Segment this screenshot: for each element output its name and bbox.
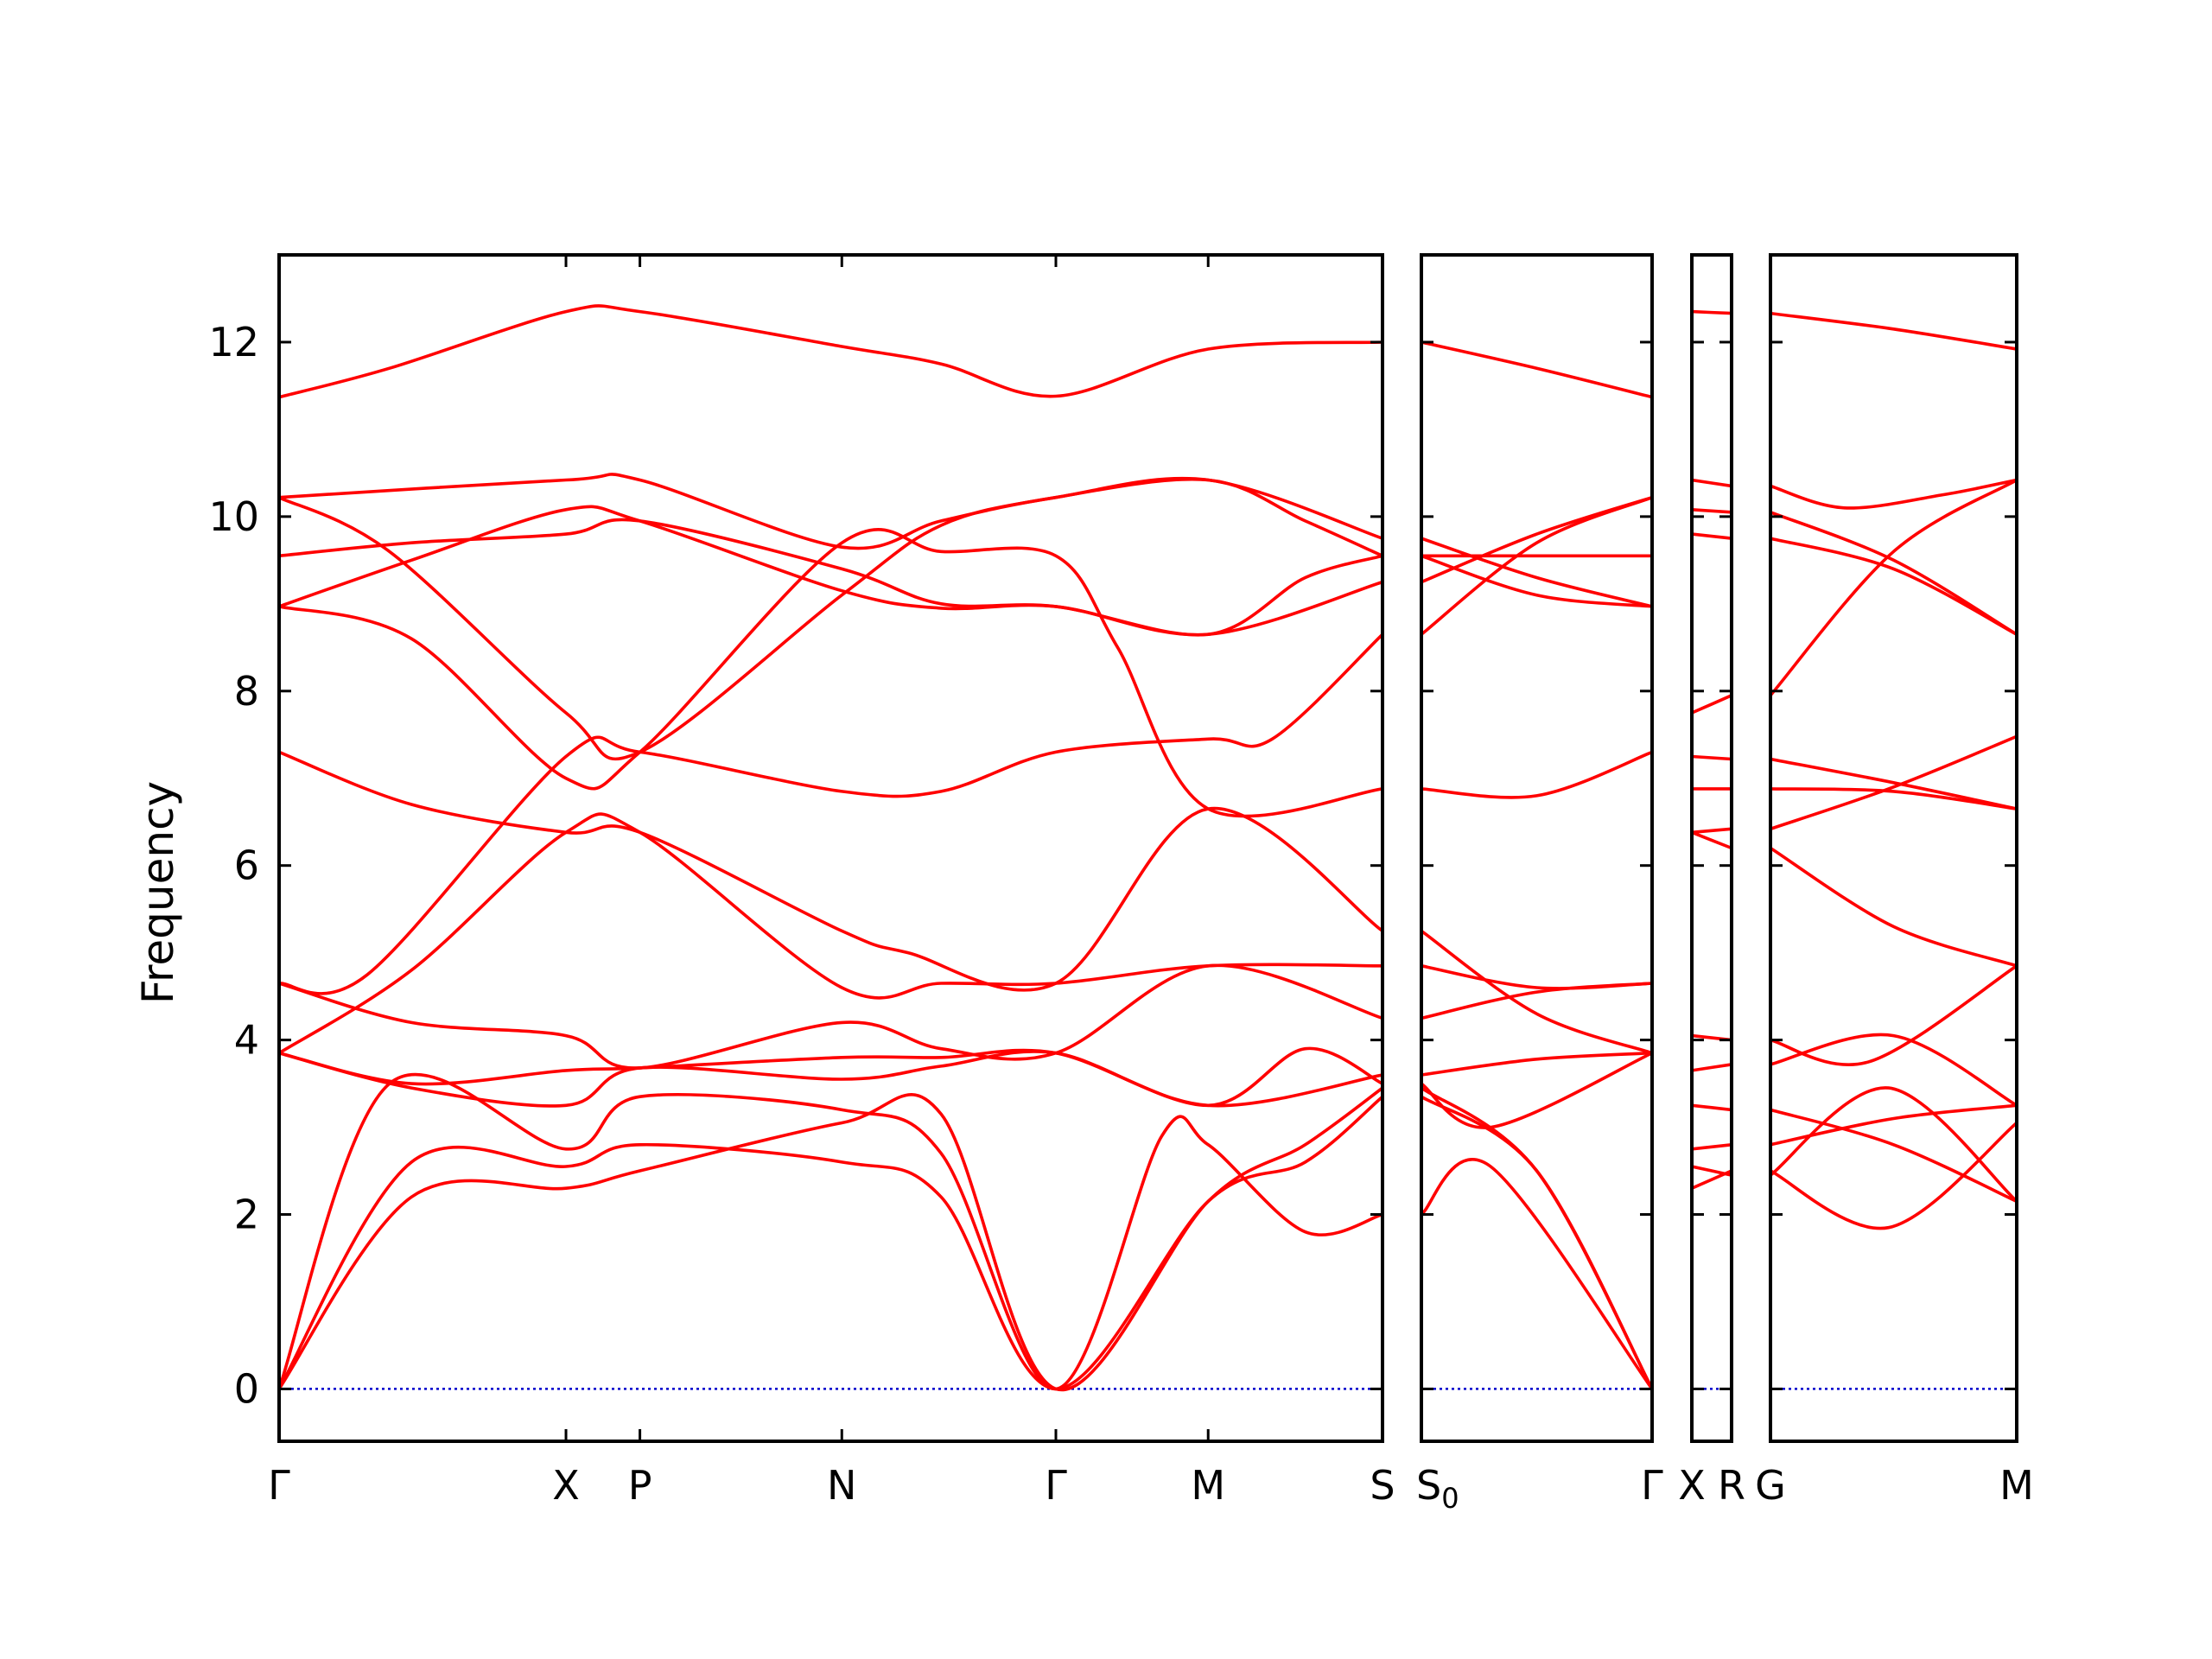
panel-4-band-4 [1770, 537, 2017, 636]
y-axis-label: Frequency [133, 781, 183, 1004]
panel-1-bands [279, 304, 1382, 1392]
panel-2: S0 Γ [1416, 253, 1663, 1515]
panel-1-band-15 [279, 1086, 1382, 1392]
panel-1-band-2 [279, 473, 1382, 550]
panel-3-bands [1692, 309, 1732, 1190]
panel-1-band-5 [279, 505, 1382, 637]
panel-2-band-1 [1421, 340, 1652, 399]
panel-2-band-10 [1421, 982, 1652, 1020]
panel-1-frame [277, 253, 1384, 1443]
panel-1-xlabel-3: N [827, 1462, 856, 1509]
panel-4-band-10 [1770, 964, 2017, 1066]
panel-4-band-11 [1770, 1033, 2017, 1108]
panel-2-band-7 [1421, 750, 1652, 799]
panel-1-band-1 [279, 304, 1382, 399]
panel-4-band-3 [1770, 511, 2017, 636]
y-tick-label-6: 6 [234, 842, 259, 889]
panel-1-band-8 [279, 632, 1382, 995]
panel-3-band-3 [1692, 508, 1732, 514]
panel-4-band-6 [1770, 757, 2017, 810]
panel-3-band-4 [1692, 532, 1732, 540]
panel-2-xlabel-1: Γ [1641, 1462, 1663, 1509]
panel-4-band-12 [1770, 1108, 2017, 1204]
y-tick-label-2: 2 [234, 1192, 259, 1238]
panel-4-band-8 [1770, 734, 2017, 831]
panel-3-band-9 [1692, 830, 1732, 850]
panel-1-xlabel-4: Γ [1045, 1462, 1067, 1509]
panel-3-band-6 [1692, 754, 1732, 761]
panel-1-band-14 [279, 1095, 1382, 1391]
panel-1-band-9 [279, 812, 1382, 1055]
panel-2-band-14 [1421, 1095, 1652, 1391]
panel-1-xlabel-5: M [1191, 1462, 1225, 1509]
panel-2-band-3 [1421, 554, 1652, 608]
y-tick-label-10: 10 [208, 493, 259, 540]
panel-3-band-15 [1692, 1169, 1732, 1190]
panel-3-xlabel-0: X [1678, 1462, 1706, 1509]
y-tick-label-4: 4 [234, 1017, 259, 1064]
panel-3-band-1 [1692, 309, 1732, 315]
panel-4-band-7 [1770, 787, 2017, 810]
panel-1-band-6 [279, 528, 1382, 818]
panel-3-band-2 [1692, 478, 1732, 488]
panel-1-band-3 [279, 477, 1382, 761]
panel-2-band-11 [1421, 1051, 1652, 1077]
panel-1-band-12 [279, 1050, 1382, 1108]
panel-4-bands [1770, 311, 2017, 1230]
panel-3-band-12 [1692, 1103, 1732, 1112]
panel-1-band-13 [279, 1072, 1382, 1391]
panel-4-band-13 [1770, 1103, 2017, 1147]
y-tick-label-0: 0 [234, 1365, 259, 1412]
panel-1-band-10 [279, 963, 1382, 1070]
panel-1-xlabel-1: X [552, 1462, 580, 1509]
panel-1-xlabel-6: S [1370, 1462, 1395, 1509]
panel-3-band-8 [1692, 827, 1732, 835]
panel-3-band-11 [1692, 1063, 1732, 1072]
panel-3-frame [1690, 253, 1733, 1443]
panel-2-band-13 [1421, 1086, 1652, 1391]
panel-1-band-11 [279, 1046, 1382, 1108]
panel-1-band-4 [279, 518, 1382, 637]
panel-2-band-2 [1421, 537, 1652, 608]
y-tick-label-8: 8 [234, 668, 259, 715]
panel-4-xlabel-0: G [1755, 1462, 1786, 1509]
panel-4-band-1 [1770, 311, 2017, 351]
panel-3-band-13 [1692, 1143, 1732, 1151]
panel-3-band-14 [1692, 1165, 1732, 1177]
panel-4-band-15 [1770, 1121, 2017, 1230]
panel-2-frame [1420, 253, 1654, 1443]
panel-3-band-5 [1692, 694, 1732, 715]
panel-2-xlabel-0: S0 [1416, 1462, 1459, 1515]
panel-4-band-5 [1770, 478, 2017, 697]
panel-4-frame [1769, 253, 2018, 1443]
panel-2-bands [1421, 340, 1652, 1391]
panel-2-band-8 [1421, 929, 1652, 1055]
panel-2-band-12 [1421, 1051, 1652, 1129]
panel-1-band-7 [279, 750, 1382, 992]
panel-4-band-2 [1770, 478, 2017, 510]
panel-4-xlabel-1: M [1999, 1462, 2034, 1509]
panel-4-band-14 [1770, 1086, 2017, 1204]
panel-4-band-9 [1770, 846, 2017, 968]
panel-2-band-6 [1421, 495, 1652, 636]
panel-3-xlabel-1: R [1718, 1462, 1745, 1509]
panel-2-xlabel-0-subscript: 0 [1441, 1482, 1459, 1515]
panel-1-xlabel-0: Γ [268, 1462, 290, 1509]
panel-1-xlabel-2: P [628, 1462, 652, 1509]
panel-2-band-15 [1421, 1158, 1652, 1391]
y-tick-label-12: 12 [208, 319, 259, 365]
